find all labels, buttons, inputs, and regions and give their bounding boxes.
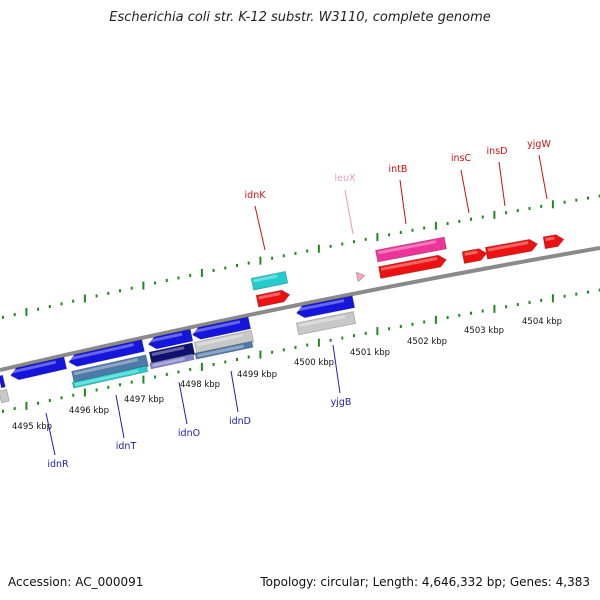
kbp-label: 4495 kbp [12,422,52,432]
gene-idnT-feature-cyan[interactable] [71,365,149,389]
gene-labels: idnK leuX intB insC insD yjgW idnR idnT idnO idnD… [45,139,551,470]
gene-leader-line [498,161,506,207]
gene-insC-feature[interactable] [461,247,488,265]
gene-label-insD[interactable]: insD [487,146,508,157]
gene-intB-feature-rna[interactable] [375,236,447,263]
gene-idnO-feature[interactable] [147,328,194,350]
feature-layer [0,233,565,404]
gene-leader-line [254,205,266,251]
gene-leader-line [460,169,470,214]
gene-label-idnR[interactable]: idnR [47,459,69,470]
topology-text: Topology: circular; Length: 4,646,332 bp… [260,575,590,589]
gene-partial-feature[interactable] [0,374,6,389]
kbp-label: 4499 kbp [237,370,277,380]
gene-idnT-feature[interactable] [68,339,145,368]
gene-label-yjgW[interactable]: yjgW [527,139,551,150]
gene-yjgB-feature-rna[interactable] [295,311,357,336]
gene-leader-line [178,381,188,425]
gene-idnK-feature-cyan[interactable] [250,270,289,291]
gene-label-idnK[interactable]: idnK [245,190,267,201]
gene-yjgW-feature[interactable] [542,233,565,250]
gene-label-idnO[interactable]: idnO [178,428,200,439]
kbp-label: 4496 kbp [69,406,109,416]
genome-title: Escherichia coli str. K-12 substr. W3110… [109,10,491,25]
genome-backbone [0,246,600,372]
gene-idnO-feature-rna[interactable] [148,342,196,365]
gene-leader-line [230,370,239,413]
kbp-label: 4503 kbp [464,326,504,336]
gene-leuX-feature[interactable] [355,271,366,282]
gene-yjgB-feature[interactable] [295,295,356,319]
gene-label-idnD[interactable]: idnD [229,416,251,427]
gene-leader-line [115,394,125,439]
gene-label-leuX[interactable]: leuX [334,173,356,184]
gene-label-yjgB[interactable]: yjgB [331,397,352,408]
gene-partial-feature-gray[interactable] [0,388,10,404]
gene-leader-line [332,344,341,394]
gene-label-intB[interactable]: intB [389,164,408,175]
gene-insD-feature[interactable] [484,238,539,260]
gene-label-idnT[interactable]: idnT [116,441,137,452]
kbp-scale-labels: 4495 kbp 4496 kbp 4497 kbp 4498 kbp 4499 kbp… [12,317,562,432]
gene-idnK-feature[interactable] [255,289,291,308]
kbp-label: 4497 kbp [124,395,164,405]
gene-idnR-feature[interactable] [9,356,68,381]
gene-leader-line [399,179,407,225]
gene-leader-line [538,154,548,200]
gene-intB-feature[interactable] [378,254,447,279]
kbp-label: 4498 kbp [180,380,220,390]
gene-leader-line [45,412,56,456]
gene-label-insC[interactable]: insC [451,153,472,164]
kbp-label: 4501 kbp [350,348,390,358]
kbp-label: 4500 kbp [294,358,334,368]
gene-idnO-feature-lav[interactable] [149,353,195,370]
gene-idnD-feature-rna[interactable] [193,329,255,355]
kbp-label: 4504 kbp [522,317,562,327]
gene-idnD-feature[interactable] [191,316,252,341]
accession-text: Accession: AC_000091 [8,575,144,589]
gene-leader-line [344,189,354,235]
tick-row-lower [2,288,600,413]
gene-idnT-feature-rna[interactable] [71,354,149,384]
gene-idnD-feature-steel[interactable] [194,340,254,360]
tick-row-upper [2,194,600,319]
kbp-label: 4502 kbp [407,337,447,347]
